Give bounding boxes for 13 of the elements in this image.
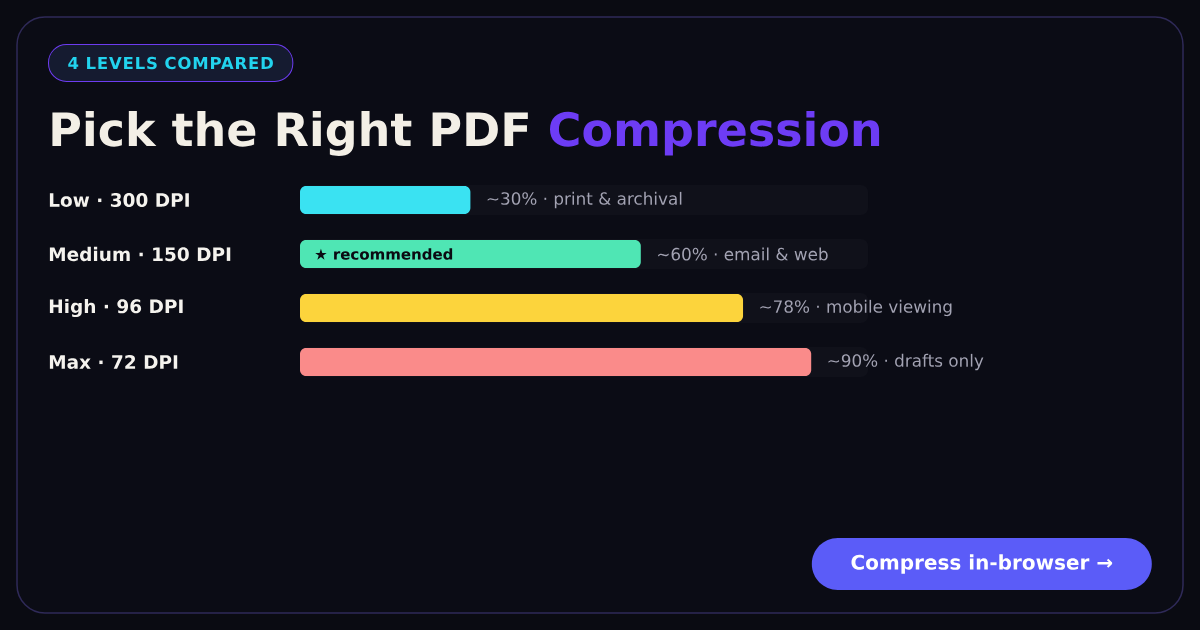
chart-title: Pick the Right PDF Compression — [52, 111, 880, 156]
data-label: ~78% · mobile viewing — [760, 299, 952, 317]
chart-subtitle: 4 LEVELS COMPARED — [68, 56, 273, 70]
bar — [300, 186, 471, 214]
y-tick-label: High · 96 DPI — [49, 298, 183, 318]
y-tick-label: Max · 72 DPI — [49, 355, 178, 369]
y-tick-label: Low · 300 DPI — [49, 193, 189, 207]
data-label: ~90% · drafts only — [828, 353, 984, 371]
text: Compress in-browser → — [851, 554, 1113, 574]
annotation: ★ recommended — [315, 248, 453, 260]
y-tick-label: Medium · 150 DPI — [49, 246, 231, 262]
data-label: ~60% · email & web — [658, 247, 828, 261]
data-label: ~30% · print & archival — [487, 191, 682, 209]
